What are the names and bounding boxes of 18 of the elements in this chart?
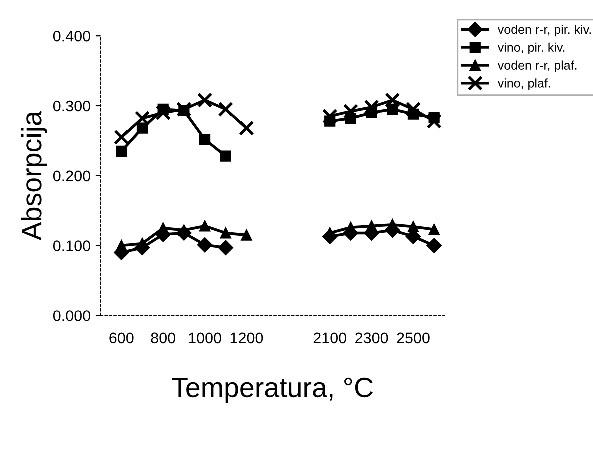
legend-label: voden r-r, pir. kiv. [498,24,591,37]
y-tick-label: 0.200 [53,170,90,182]
x-tick-label: 2100 [314,332,346,344]
x-tick-label: 1000 [189,332,222,344]
x-tick-label: 2300 [356,332,388,344]
x-tick-label: 1200 [230,332,264,344]
x-tick-label: 800 [151,332,176,344]
legend-label: voden r-r, plaf. [498,60,577,72]
y-axis-title: Absorpcija [21,111,48,241]
legend-label: vino, plaf. [498,78,550,90]
y-tick-label: 0.300 [53,100,90,112]
y-tick-label: 0.000 [53,310,90,322]
x-tick-label: 600 [110,332,134,344]
y-tick-label: 0.100 [53,240,90,252]
legend-label: vino, pir. kiv. [498,42,565,55]
y-tick-label: 0.400 [53,30,90,42]
x-axis-title: Temperatura, °C [172,378,373,404]
x-tick-label: 2500 [397,332,430,344]
